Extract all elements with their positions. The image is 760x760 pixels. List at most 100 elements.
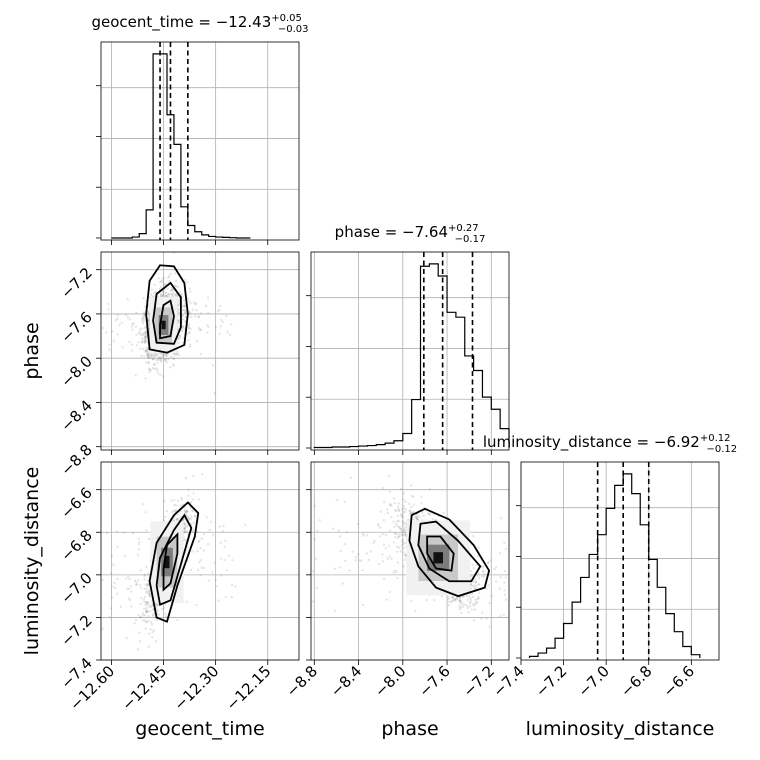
scatter-point bbox=[213, 392, 216, 395]
scatter-point bbox=[165, 360, 168, 364]
scatter-point bbox=[134, 618, 138, 622]
scatter-point bbox=[401, 508, 404, 511]
scatter-point bbox=[146, 602, 149, 606]
scatter-point bbox=[147, 318, 150, 322]
scatter-point bbox=[166, 294, 170, 297]
scatter-point bbox=[469, 599, 473, 602]
scatter-point bbox=[397, 546, 401, 549]
scatter-point bbox=[147, 314, 151, 317]
scatter-point bbox=[395, 550, 399, 553]
scatter-point bbox=[224, 595, 228, 599]
scatter-point bbox=[477, 595, 480, 599]
scatter-point bbox=[133, 579, 137, 583]
scatter-point bbox=[149, 368, 152, 372]
scatter-point bbox=[472, 602, 475, 606]
scatter-point bbox=[399, 527, 403, 531]
scatter-point bbox=[167, 293, 170, 296]
scatter-point bbox=[144, 334, 148, 337]
scatter-point bbox=[474, 578, 477, 581]
scatter-point bbox=[136, 579, 140, 582]
panel-frame bbox=[310, 461, 510, 661]
scatter-point bbox=[402, 524, 405, 527]
scatter-point bbox=[451, 596, 454, 599]
scatter-point bbox=[184, 524, 187, 527]
y-tick-label: −8.4 bbox=[57, 397, 95, 435]
scatter-point bbox=[152, 354, 155, 358]
scatter-point bbox=[162, 354, 165, 357]
scatter-point bbox=[157, 604, 160, 607]
scatter-point bbox=[116, 333, 119, 336]
scatter-point bbox=[372, 541, 375, 545]
scatter-point bbox=[447, 596, 450, 599]
scatter-point bbox=[135, 344, 139, 347]
scatter-point bbox=[356, 522, 360, 526]
scatter-point bbox=[369, 550, 372, 553]
scatter-point bbox=[174, 293, 178, 297]
scatter-point bbox=[147, 320, 150, 323]
scatter-point bbox=[185, 530, 188, 533]
scatter-point bbox=[170, 355, 173, 358]
scatter-point bbox=[220, 574, 223, 577]
scatter-point bbox=[415, 518, 419, 521]
scatter-point bbox=[377, 522, 380, 526]
scatter-point bbox=[195, 603, 198, 607]
scatter-point bbox=[400, 487, 403, 491]
scatter-point bbox=[480, 617, 483, 620]
scatter-point bbox=[467, 611, 470, 614]
scatter-point bbox=[147, 590, 151, 593]
scatter-point bbox=[139, 602, 143, 606]
y-tick-label: −8.0 bbox=[57, 352, 95, 390]
scatter-point bbox=[385, 598, 388, 601]
scatter-point bbox=[172, 292, 175, 295]
contour-level-3 bbox=[162, 532, 179, 592]
scatter-point bbox=[153, 353, 156, 356]
scatter-point bbox=[189, 568, 193, 572]
scatter-point bbox=[164, 515, 167, 519]
scatter-point bbox=[187, 326, 190, 330]
scatter-point bbox=[141, 332, 144, 335]
scatter-point bbox=[396, 561, 400, 564]
scatter-point bbox=[189, 311, 192, 314]
scatter-point bbox=[155, 607, 158, 610]
scatter-point bbox=[188, 310, 191, 313]
scatter-point bbox=[187, 331, 191, 334]
scatter-point bbox=[333, 609, 337, 612]
scatter-point bbox=[403, 510, 407, 514]
scatter-point bbox=[174, 293, 177, 296]
scatter-point bbox=[472, 604, 476, 607]
scatter-point bbox=[147, 604, 150, 608]
scatter-point bbox=[126, 298, 129, 301]
scatter-point bbox=[433, 598, 436, 602]
scatter-point bbox=[156, 603, 159, 606]
scatter-point bbox=[152, 358, 155, 361]
scatter-point bbox=[312, 570, 315, 573]
scatter-point bbox=[105, 531, 109, 535]
scatter-point bbox=[145, 611, 148, 614]
scatter-point bbox=[108, 343, 111, 346]
scatter-point bbox=[397, 535, 401, 539]
scatter-point bbox=[199, 573, 203, 577]
scatter-point bbox=[475, 585, 478, 588]
scatter-point bbox=[163, 283, 167, 286]
scatter-point bbox=[189, 290, 192, 293]
scatter-point bbox=[458, 607, 462, 611]
scatter-point bbox=[483, 573, 486, 576]
scatter-point bbox=[472, 534, 475, 538]
scatter-point bbox=[129, 585, 133, 588]
scatter-point bbox=[165, 510, 169, 513]
x-tickmarks-upper bbox=[111, 240, 269, 245]
scatter-point bbox=[130, 325, 134, 328]
scatter-point bbox=[399, 527, 402, 531]
scatter-point bbox=[470, 583, 473, 586]
scatter-point bbox=[217, 308, 221, 311]
scatter-point bbox=[181, 295, 184, 298]
scatter-point bbox=[223, 545, 226, 549]
scatter-point bbox=[164, 353, 167, 356]
scatter-point bbox=[503, 589, 506, 592]
scatter-point bbox=[196, 530, 199, 534]
scatter-point bbox=[477, 583, 480, 586]
scatter-point bbox=[378, 563, 381, 566]
scatter-point bbox=[150, 623, 154, 626]
scatter-point bbox=[145, 621, 149, 624]
